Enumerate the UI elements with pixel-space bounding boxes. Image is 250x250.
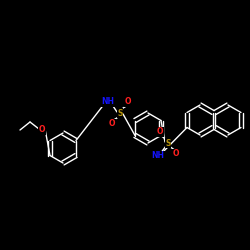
Text: O: O [125, 98, 131, 106]
Text: O: O [157, 128, 163, 136]
Text: NH: NH [152, 152, 164, 160]
Text: O: O [39, 126, 45, 134]
Text: O: O [109, 120, 115, 128]
Text: S: S [117, 108, 123, 118]
Text: NH: NH [102, 98, 114, 106]
Text: O: O [173, 150, 179, 158]
Text: S: S [165, 138, 171, 147]
